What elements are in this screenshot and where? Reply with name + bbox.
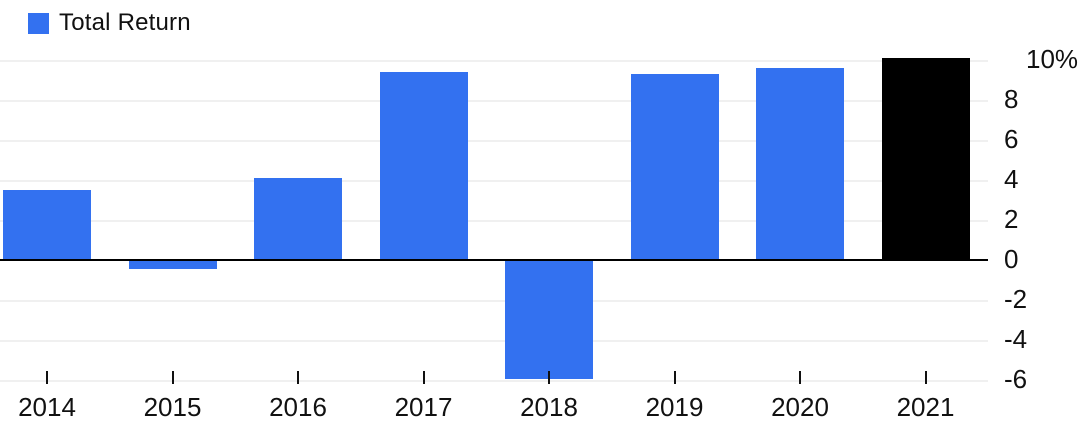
bar-2021 [881,58,970,260]
y-tick-label: -4 [1004,323,1028,354]
x-tick-label: 2016 [269,392,327,422]
y-tick-label: 2 [1004,203,1019,234]
y-tick-label: 0 [1004,243,1019,274]
x-tick [799,371,801,384]
bar-2019 [630,74,719,260]
y-tick-label: -6 [1004,363,1028,394]
x-tick [673,371,676,384]
gridline [0,180,988,182]
bar-2017 [379,72,468,260]
x-tick-label: 2021 [896,392,955,422]
x-tick-label: 2018 [520,392,578,422]
legend-label: Total Return [59,9,191,36]
x-tick [297,371,299,384]
bar-2020 [756,68,844,260]
x-tick [46,371,48,384]
x-tick-label: 2019 [645,392,704,422]
x-tick [924,371,927,384]
x-tick-label: 2015 [143,392,202,422]
y-tick-label: 6 [1004,123,1019,154]
gridline [0,380,988,382]
legend: Total Return [28,9,191,37]
zero-line [0,259,988,261]
x-tick-label: 2014 [18,392,76,422]
y-tick-label: 8 [1004,83,1019,114]
gridline [0,100,988,102]
x-tick-label: 2020 [771,392,829,422]
x-tick [422,371,425,384]
y-tick-label: -2 [1004,283,1028,314]
gridline [0,140,988,142]
bar-2014 [3,190,91,260]
gridline [0,340,988,342]
x-tick-label: 2017 [394,392,453,422]
gridline [0,300,988,302]
bar-2018 [505,261,593,379]
gridline [0,220,988,222]
x-tick [548,371,550,384]
y-tick-label: 10% [1026,43,1079,74]
gridline [0,60,988,62]
x-tick [171,371,174,384]
y-tick-label: 4 [1004,163,1019,194]
legend-swatch [28,12,49,34]
bar-2016 [254,178,342,260]
bar-2015 [128,261,217,269]
